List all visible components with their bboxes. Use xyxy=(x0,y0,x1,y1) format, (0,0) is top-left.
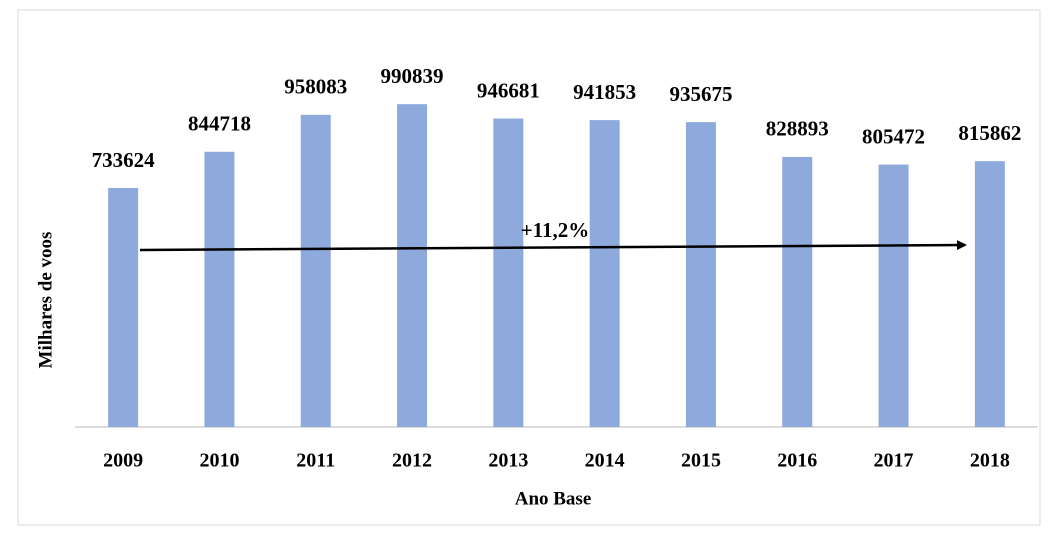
annotation: +11,2% xyxy=(521,218,590,242)
value-label: 844718 xyxy=(188,112,251,136)
bar xyxy=(878,164,909,428)
bar xyxy=(397,104,428,428)
value-label: 733624 xyxy=(92,148,156,172)
bar xyxy=(204,151,235,427)
x-axis-title: Ano Base xyxy=(515,488,592,509)
bar xyxy=(974,161,1005,427)
x-tick-label: 2013 xyxy=(488,450,528,472)
bar xyxy=(685,122,716,428)
bar xyxy=(589,120,620,427)
x-tick-label: 2017 xyxy=(874,450,914,472)
value-label: 958083 xyxy=(284,75,347,99)
x-tick-label: 2018 xyxy=(970,450,1010,472)
value-label: 815862 xyxy=(958,121,1021,145)
chart-border xyxy=(17,9,1041,526)
x-tick-label: 2016 xyxy=(777,450,817,472)
x-tick-label: 2012 xyxy=(392,450,432,472)
value-label: 990839 xyxy=(381,64,444,88)
trend-arrow xyxy=(139,240,967,252)
bars xyxy=(108,104,1005,428)
value-label: 828893 xyxy=(766,117,829,141)
x-tick-label: 2015 xyxy=(681,450,721,472)
value-label: 941853 xyxy=(573,80,636,104)
bar xyxy=(782,156,813,427)
x-tick-label: 2011 xyxy=(296,450,335,472)
value-label: 805472 xyxy=(862,124,925,148)
bar xyxy=(493,118,524,428)
value-label: 946681 xyxy=(477,78,540,102)
x-tick-label: 2009 xyxy=(103,450,143,472)
y-axis-title: Milhares de voos xyxy=(35,232,56,369)
bar xyxy=(108,187,139,427)
value-label: 935675 xyxy=(669,82,732,106)
x-tick-label: 2014 xyxy=(585,450,625,472)
x-tick-label: 2010 xyxy=(199,450,239,472)
bar xyxy=(300,114,331,428)
